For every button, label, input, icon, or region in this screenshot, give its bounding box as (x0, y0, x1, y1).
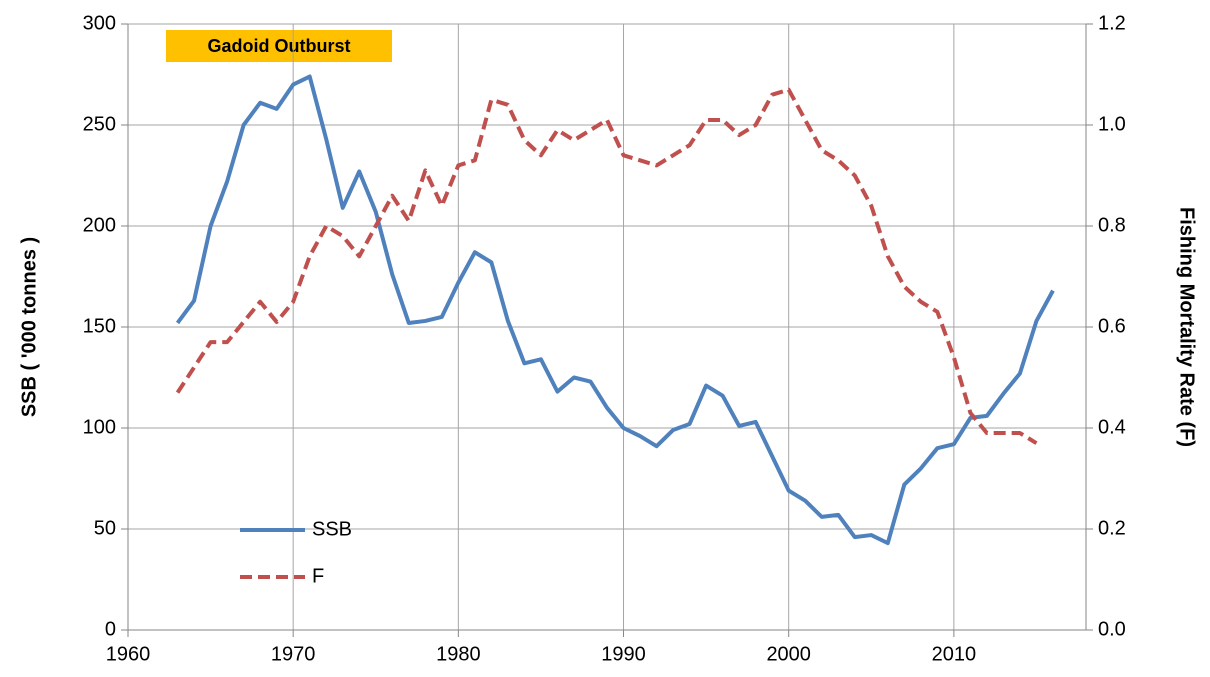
y2-tick-label: 0.6 (1098, 315, 1126, 337)
x-tick-label: 2000 (766, 643, 811, 665)
annotation: Gadoid Outburst (208, 36, 351, 56)
y-tick-label: 150 (83, 315, 116, 337)
series-line (175, 87, 1038, 445)
y-tick-label: 250 (83, 113, 116, 135)
y-tick-label: 100 (83, 416, 116, 438)
y-tick-label: 50 (94, 517, 116, 539)
y-tick-label: 200 (83, 214, 116, 236)
y-tick-label: 300 (83, 12, 116, 34)
y2-tick-label: 1.2 (1098, 12, 1126, 34)
y2-tick-label: 0.2 (1098, 517, 1126, 539)
y-axis-title: SSB ( '000 tonnes ) (18, 237, 40, 417)
y-tick-label: 0 (105, 618, 116, 640)
y2-tick-label: 0.8 (1098, 214, 1126, 236)
x-tick-label: 1990 (601, 643, 646, 665)
x-tick-label: 1970 (271, 643, 316, 665)
x-tick-label: 2010 (932, 643, 977, 665)
series-line (175, 74, 1055, 546)
legend-label: SSB (312, 518, 352, 540)
y2-tick-label: 0.4 (1098, 416, 1126, 438)
legend-label: F (312, 565, 324, 587)
y2-tick-label: 1.0 (1098, 113, 1126, 135)
y2-tick-label: 0.0 (1098, 618, 1126, 640)
y2-axis-title: Fishing Mortality Rate (F) (1176, 207, 1198, 447)
annotation-box (166, 30, 392, 62)
x-tick-label: 1960 (106, 643, 151, 665)
x-tick-label: 1980 (436, 643, 481, 665)
